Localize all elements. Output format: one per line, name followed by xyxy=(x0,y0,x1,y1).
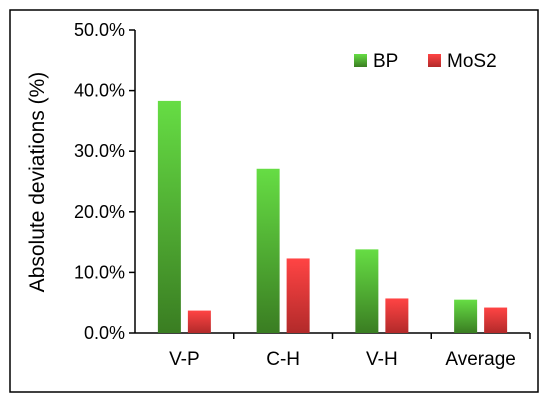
y-tick-label: 30.0% xyxy=(74,141,125,161)
bar-bp-v-p xyxy=(157,100,181,333)
y-axis-label: Absolute deviations (%) xyxy=(26,72,49,293)
x-tick-label: C-H xyxy=(266,349,300,370)
bar-bp-average xyxy=(454,299,478,333)
y-tick-label: 50.0% xyxy=(74,20,125,40)
bar-bp-v-h xyxy=(355,249,379,333)
x-tick-label: V-H xyxy=(366,349,398,370)
x-tick-label: Average xyxy=(445,349,515,370)
plot-area: 0.0% 10.0% 20.0% 30.0% 40.0% 50.0% V-P C-H V-H Av… xyxy=(74,20,531,370)
bar-mos2-average xyxy=(484,307,508,333)
legend-swatch-bp xyxy=(354,54,367,67)
x-tick-label: V-P xyxy=(169,349,200,370)
bar-bp-c-h xyxy=(256,168,280,333)
chart-frame xyxy=(9,9,539,393)
legend-label-bp: BP xyxy=(373,51,398,72)
legend-swatch-mos2 xyxy=(428,54,441,67)
bar-mos2-v-h xyxy=(385,298,409,333)
y-tick-label: 40.0% xyxy=(74,81,125,101)
y-tick-label: 10.0% xyxy=(74,262,125,282)
y-tick-label: 0.0% xyxy=(84,323,125,343)
bar-mos2-v-p xyxy=(187,310,211,333)
legend-label-mos2: MoS2 xyxy=(447,51,497,72)
bar-mos2-c-h xyxy=(286,258,310,333)
y-tick-label: 20.0% xyxy=(74,202,125,222)
